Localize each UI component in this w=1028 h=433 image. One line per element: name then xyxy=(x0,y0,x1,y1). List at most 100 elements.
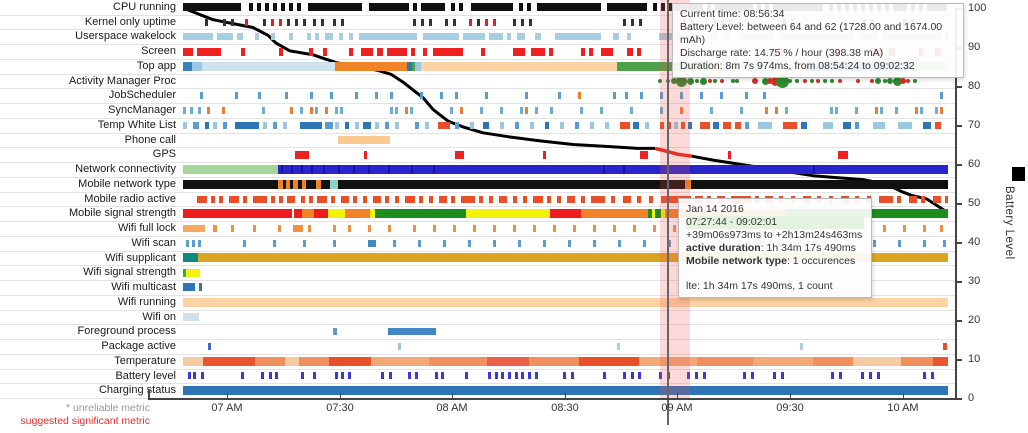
activity-manager-dot[interactable] xyxy=(870,79,874,84)
timeline-segment[interactable] xyxy=(533,224,536,232)
timeline-segment[interactable] xyxy=(935,107,938,115)
activity-manager-dot[interactable] xyxy=(671,78,677,85)
timeline-segment[interactable] xyxy=(321,179,330,189)
timeline-segment[interactable] xyxy=(487,356,529,366)
timeline-segment[interactable] xyxy=(368,224,371,232)
timeline-segment[interactable] xyxy=(915,107,918,115)
timeline-segment[interactable] xyxy=(581,195,585,203)
timeline-segment[interactable] xyxy=(625,92,628,100)
timeline-segment[interactable] xyxy=(301,195,305,203)
timeline-segment[interactable] xyxy=(515,372,518,380)
timeline-segment[interactable] xyxy=(295,18,298,26)
timeline-segment[interactable] xyxy=(328,209,345,219)
timeline-segment[interactable] xyxy=(413,18,416,26)
timeline-segment[interactable] xyxy=(560,121,564,129)
timeline-segment[interactable] xyxy=(581,209,648,219)
timeline-segment[interactable] xyxy=(415,121,419,129)
activity-manager-dot[interactable] xyxy=(830,79,834,84)
timeline-segment[interactable] xyxy=(495,372,498,380)
timeline-segment[interactable] xyxy=(231,224,234,232)
timeline-segment[interactable] xyxy=(465,372,468,380)
timeline-segment[interactable] xyxy=(421,61,617,71)
timeline-segment[interactable] xyxy=(273,239,276,247)
timeline-segment[interactable] xyxy=(235,92,238,100)
timeline-segment[interactable] xyxy=(740,107,743,115)
timeline-segment[interactable] xyxy=(637,47,641,56)
timeline-segment[interactable] xyxy=(415,372,418,380)
timeline-segment[interactable] xyxy=(410,107,413,115)
timeline-segment[interactable] xyxy=(273,121,277,129)
timeline-segment[interactable] xyxy=(375,209,466,219)
timeline-segment[interactable] xyxy=(455,92,458,100)
timeline-segment[interactable] xyxy=(311,165,313,175)
timeline-segment[interactable] xyxy=(279,18,282,26)
timeline-segment[interactable] xyxy=(700,121,710,129)
activity-manager-dot[interactable] xyxy=(913,79,917,84)
timeline-segment[interactable] xyxy=(575,121,579,129)
timeline-segment[interactable] xyxy=(353,165,355,175)
timeline-segment[interactable] xyxy=(668,239,671,247)
timeline-segment[interactable] xyxy=(659,372,662,380)
timeline-segment[interactable] xyxy=(479,195,483,203)
timeline-segment[interactable] xyxy=(198,239,201,247)
timeline-segment[interactable] xyxy=(281,3,285,12)
timeline-segment[interactable] xyxy=(637,195,641,203)
timeline-segment[interactable] xyxy=(348,372,351,380)
timeline-segment[interactable] xyxy=(520,107,523,115)
timeline-segment[interactable] xyxy=(341,372,344,380)
timeline-segment[interactable] xyxy=(933,195,941,203)
timeline-segment[interactable] xyxy=(547,195,551,203)
timeline-segment[interactable] xyxy=(183,33,213,41)
timeline-segment[interactable] xyxy=(325,107,328,115)
timeline-segment[interactable] xyxy=(223,18,226,26)
timeline-segment[interactable] xyxy=(880,107,883,115)
timeline-segment[interactable] xyxy=(271,195,275,203)
timeline-segment[interactable] xyxy=(645,121,649,129)
timeline-segment[interactable] xyxy=(617,61,713,71)
timeline-segment[interactable] xyxy=(316,179,321,189)
timeline-segment[interactable] xyxy=(813,165,815,175)
timeline-segment[interactable] xyxy=(183,61,192,71)
timeline-segment[interactable] xyxy=(283,121,287,129)
timeline-segment[interactable] xyxy=(349,33,353,41)
activity-manager-dot[interactable] xyxy=(816,79,820,84)
timeline-segment[interactable] xyxy=(418,239,421,247)
timeline-segment[interactable] xyxy=(315,33,319,41)
timeline-segment[interactable] xyxy=(323,47,327,56)
activity-manager-dot[interactable] xyxy=(699,77,707,85)
timeline-segment[interactable] xyxy=(339,33,343,41)
timeline-segment[interactable] xyxy=(483,121,489,129)
timeline-segment[interactable] xyxy=(368,239,376,247)
timeline-segment[interactable] xyxy=(655,209,661,219)
timeline-segment[interactable] xyxy=(203,356,255,366)
timeline-segment[interactable] xyxy=(321,18,324,26)
timeline-segment[interactable] xyxy=(368,165,370,175)
timeline-segment[interactable] xyxy=(258,92,261,100)
timeline-segment[interactable] xyxy=(923,224,926,232)
timeline-segment[interactable] xyxy=(413,224,416,232)
timeline-segment[interactable] xyxy=(377,47,383,56)
timeline-segment[interactable] xyxy=(310,92,313,100)
timeline-segment[interactable] xyxy=(263,121,267,129)
timeline-segment[interactable] xyxy=(781,372,784,380)
timeline-segment[interactable] xyxy=(537,3,601,12)
timeline-segment[interactable] xyxy=(453,18,456,26)
timeline-segment[interactable] xyxy=(200,92,203,100)
timeline-segment[interactable] xyxy=(571,372,574,380)
timeline-segment[interactable] xyxy=(783,121,797,129)
timeline-segment[interactable] xyxy=(521,18,524,26)
timeline-segment[interactable] xyxy=(535,33,541,41)
timeline-segment[interactable] xyxy=(345,209,370,219)
timeline-segment[interactable] xyxy=(287,18,290,26)
timeline-segment[interactable] xyxy=(945,195,948,203)
activity-manager-dot[interactable] xyxy=(856,79,860,84)
timeline-segment[interactable] xyxy=(199,283,202,292)
timeline-segment[interactable] xyxy=(433,47,463,56)
timeline-segment[interactable] xyxy=(500,107,503,115)
timeline-segment[interactable] xyxy=(507,33,511,41)
timeline-segment[interactable] xyxy=(243,195,247,203)
timeline-segment[interactable] xyxy=(361,47,373,56)
timeline-segment[interactable] xyxy=(408,372,411,380)
timeline-segment[interactable] xyxy=(931,372,934,380)
timeline-segment[interactable] xyxy=(388,165,390,175)
